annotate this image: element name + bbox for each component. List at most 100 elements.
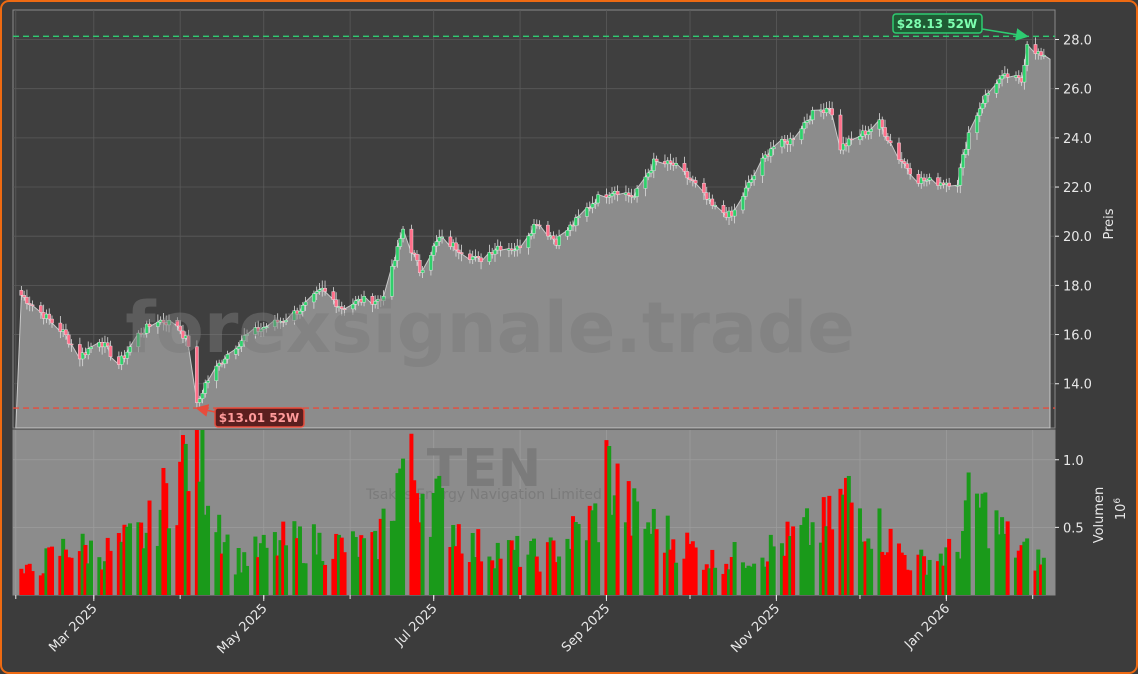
volume-bar [470, 533, 475, 595]
volume-bar [194, 430, 199, 595]
volume-bar [844, 477, 849, 595]
volume-bar [476, 529, 481, 595]
candle-body [314, 291, 319, 294]
candle-body [58, 322, 63, 332]
candle-body [300, 305, 305, 312]
candle-body [975, 115, 979, 133]
volume-bar [108, 550, 113, 595]
volume-bar [373, 530, 378, 595]
candle-body [222, 358, 227, 364]
volume-bar [440, 487, 445, 595]
volume-bar [359, 535, 364, 595]
candle-body [810, 110, 815, 121]
candle-body [922, 177, 926, 181]
candle-body [317, 289, 322, 292]
volume-bar [417, 522, 422, 595]
volume-bar [331, 558, 336, 595]
volume-bar [710, 549, 715, 595]
volume-bar [125, 526, 130, 595]
volume-bar [83, 544, 88, 595]
volume-bar [866, 538, 871, 595]
candle-body [373, 301, 377, 305]
candle-body [339, 306, 344, 309]
candle-body [732, 209, 737, 217]
candle-body [880, 119, 885, 128]
volume-bar [261, 534, 266, 595]
volume-bar [314, 554, 319, 595]
volume-bar [791, 526, 796, 595]
volume-bar [615, 463, 620, 595]
volume-bar [428, 536, 433, 595]
volume-bar [311, 524, 316, 595]
volume-bar [908, 570, 913, 595]
candle-body [1039, 51, 1043, 56]
volume-bar [479, 561, 484, 595]
candle-body [261, 327, 266, 330]
candle-body [225, 354, 230, 360]
candle-body [615, 190, 620, 195]
candle-body [994, 83, 999, 94]
candle-body [936, 177, 940, 186]
candle-body [883, 127, 887, 137]
volume-bar [885, 552, 890, 595]
volume-bar [863, 541, 868, 595]
volume-bar [743, 567, 748, 595]
volume-bar [807, 545, 812, 595]
candle-body [983, 94, 988, 104]
volume-bar [272, 532, 277, 595]
volume-bar [459, 553, 464, 595]
volume-bar [44, 548, 49, 595]
volume-bar [994, 510, 999, 595]
volume-bar [116, 533, 121, 595]
volume-bar [175, 525, 180, 595]
candle-body [437, 237, 442, 242]
x-tick-label: May 2025 [215, 601, 271, 657]
volume-bar [320, 561, 325, 595]
volume-bar [24, 564, 29, 595]
volume-bar [752, 563, 757, 595]
volume-bar [938, 553, 943, 595]
x-tick-label: Jan 2026 [901, 601, 953, 653]
volume-tick-label: 1.0 [1063, 454, 1084, 469]
candle-body [197, 398, 202, 403]
candle-body [866, 131, 871, 135]
volume-bar [654, 529, 659, 595]
candle-body [741, 196, 745, 211]
volume-bar [674, 562, 679, 595]
candle-body [955, 185, 960, 187]
volume-bar [1025, 538, 1030, 595]
volume-bar [80, 533, 85, 595]
volume-bar [495, 542, 500, 595]
volume-bar [473, 557, 478, 595]
volume-bar [100, 569, 105, 595]
volume-bar [30, 571, 35, 595]
candle-body [908, 168, 912, 175]
candle-body [303, 301, 308, 306]
volume-bar [693, 547, 698, 595]
candle-body [214, 365, 219, 381]
candle-body [493, 249, 497, 255]
volume-bar [217, 514, 222, 595]
price-tick-label: 24.0 [1063, 132, 1092, 147]
volume-bar [102, 561, 107, 595]
volume-bar [883, 554, 888, 595]
volume-bar [197, 481, 202, 595]
52w-high-badge: $28.13 52W [892, 13, 983, 34]
volume-bar [1033, 570, 1038, 595]
volume-bar [612, 495, 617, 595]
volume-bar [236, 548, 241, 595]
candle-body [557, 235, 561, 246]
candle-body [47, 313, 52, 320]
candle-body [334, 299, 338, 307]
volume-bar [334, 533, 339, 595]
candle-body [119, 355, 124, 365]
volume-bar [453, 546, 458, 595]
volume-bar [401, 458, 406, 595]
volume-bar [941, 565, 946, 595]
volume-bar [451, 524, 456, 595]
candle-body [1000, 75, 1004, 80]
volume-bar [381, 508, 386, 595]
volume-bar [219, 553, 224, 595]
volume-bar [375, 559, 380, 595]
